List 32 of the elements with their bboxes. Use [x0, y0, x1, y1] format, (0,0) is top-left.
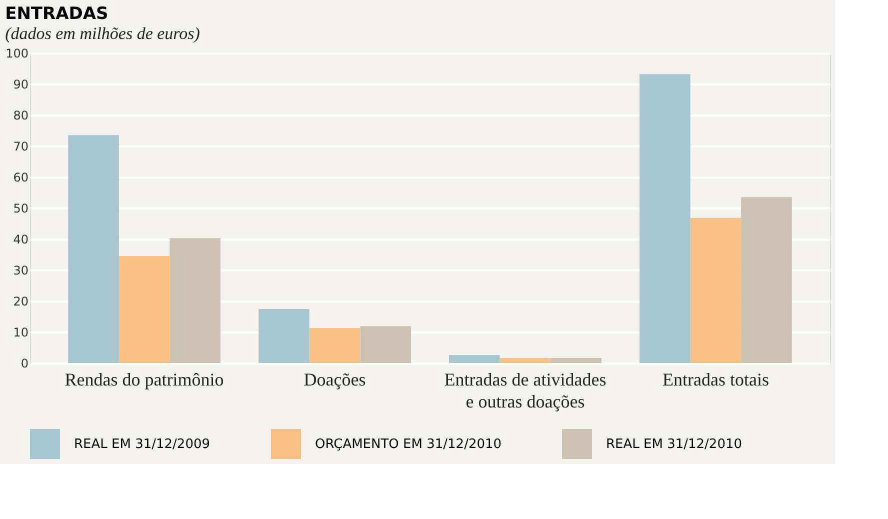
y-tick-label: 80 [13, 108, 28, 122]
chart-title: ENTRADAS [5, 4, 108, 24]
y-tick-label: 20 [13, 294, 28, 308]
bar [170, 238, 220, 363]
bar [258, 309, 310, 363]
bar [640, 74, 690, 363]
y-tick-label: 50 [13, 202, 28, 216]
bar [360, 326, 411, 363]
x-tick-label: Doações [304, 370, 366, 390]
bar [118, 256, 170, 363]
y-tick-label: 30 [13, 264, 28, 278]
chart-subtitle: (dados em milhões de euros) [5, 24, 200, 43]
x-tick-label: Rendas do patrimônio [64, 370, 224, 390]
bar [690, 218, 742, 363]
x-tick-label: Entradas totais [662, 370, 769, 390]
y-tick-label: 10 [13, 326, 28, 340]
legend-label: ORÇAMENTO EM 31/12/2010 [315, 437, 502, 452]
bar [68, 135, 119, 363]
y-tick-label: 100 [6, 46, 28, 60]
legend-label: REAL EM 31/12/2009 [74, 437, 210, 452]
y-tick-label: 70 [13, 140, 28, 154]
bar [741, 197, 792, 363]
x-tick-label: Entradas de atividades e outras doações [444, 370, 606, 412]
y-tick-label: 40 [13, 232, 28, 246]
legend-label: REAL EM 31/12/2010 [606, 437, 742, 452]
y-tick-label: 60 [13, 170, 28, 184]
y-tick-label: 90 [13, 78, 28, 92]
bar [449, 354, 500, 363]
y-tick-label: 0 [20, 356, 28, 370]
bar [309, 328, 360, 363]
bar [500, 358, 551, 363]
bar [550, 358, 602, 363]
